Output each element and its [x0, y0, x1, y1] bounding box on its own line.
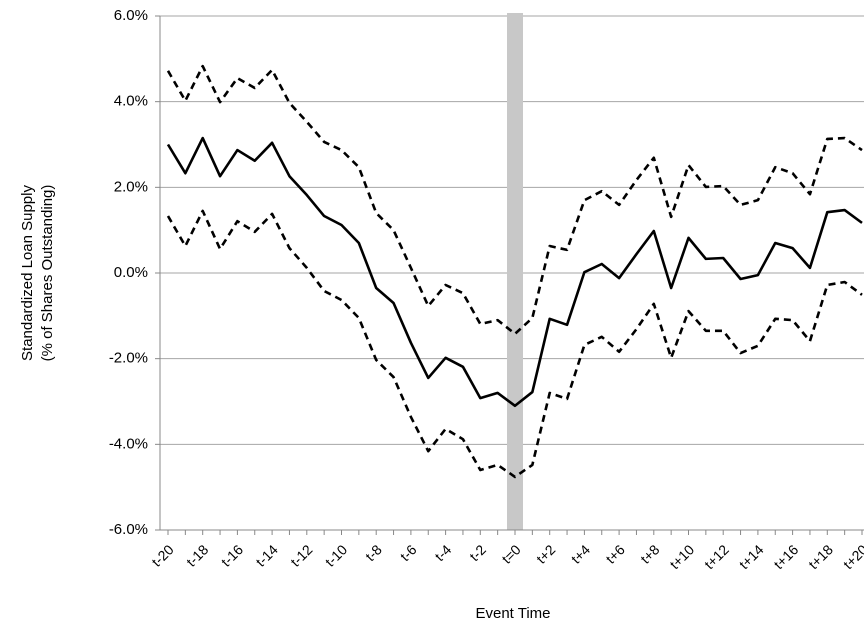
x-tick-label: t-18: [183, 541, 212, 570]
event-band: [507, 13, 523, 530]
y-axis-label-line: (% of Shares Outstanding): [39, 185, 56, 362]
x-axis-label: Event Time: [475, 605, 550, 622]
x-tick-label: t+20: [840, 541, 864, 572]
y-tick-label: 2.0%: [114, 178, 148, 195]
x-tick-label: t+14: [736, 541, 767, 572]
series-line: [166, 136, 863, 408]
y-tick-label: 0.0%: [114, 264, 148, 281]
x-tick-label: t+8: [637, 541, 663, 567]
x-tick-label: t+16: [770, 541, 801, 572]
y-axis-label-line: Standardized Loan Supply: [19, 185, 36, 361]
x-tick-label: t-4: [431, 541, 454, 564]
y-tick-label: -4.0%: [109, 435, 148, 452]
x-tick-label: t+4: [568, 541, 594, 567]
x-tick-label: t+12: [701, 541, 732, 572]
x-tick-label: t+18: [805, 541, 836, 572]
y-tick-label: -6.0%: [109, 521, 148, 538]
y-tick-label: 4.0%: [114, 93, 148, 110]
x-tick-label: t-6: [397, 541, 420, 564]
x-tick-label: t+6: [602, 541, 628, 567]
x-tick-label: t-8: [362, 541, 385, 564]
x-tick-label: t-12: [287, 541, 316, 570]
x-tick-label: t+10: [666, 541, 697, 572]
x-tick-label: t+2: [533, 541, 559, 567]
series-line: [166, 64, 863, 336]
y-axis-label: Standardized Loan Supply (% of Shares Ou…: [19, 185, 56, 362]
x-tick-label: t-2: [466, 541, 489, 564]
x-tick-label: t=0: [498, 541, 524, 567]
x-tick-label: t-14: [252, 541, 281, 570]
series-line: [166, 209, 863, 479]
x-tick-label: t-10: [322, 541, 351, 570]
x-tick-label: t-20: [148, 541, 177, 570]
x-tick-label: t-16: [218, 541, 247, 570]
y-tick-label: -2.0%: [109, 350, 148, 367]
y-tick-label: 6.0%: [114, 7, 148, 24]
